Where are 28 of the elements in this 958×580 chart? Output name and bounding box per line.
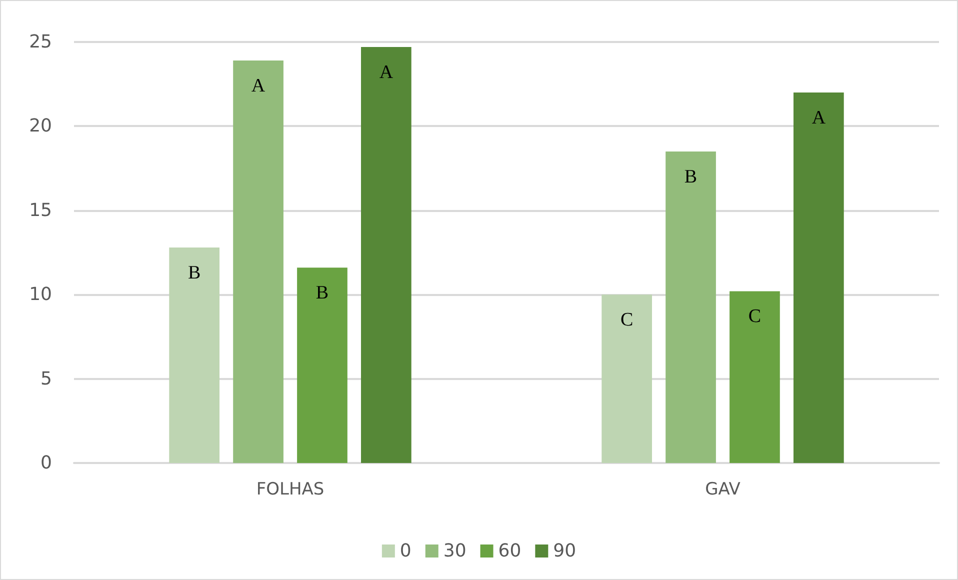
y-tick-label: 0 xyxy=(40,452,52,474)
legend-label: 30 xyxy=(443,540,466,562)
bar xyxy=(233,60,284,463)
data-label: A xyxy=(251,76,266,97)
legend-label: 60 xyxy=(498,540,522,562)
bar xyxy=(297,268,348,463)
y-tick-label: 20 xyxy=(29,116,52,137)
legend-label: 0 xyxy=(400,540,412,562)
bar xyxy=(730,291,780,463)
x-tick-label: FOLHAS xyxy=(256,480,324,500)
legend-label: 90 xyxy=(553,540,576,562)
data-label: C xyxy=(748,306,762,328)
y-tick-label: 5 xyxy=(40,368,52,390)
data-label: A xyxy=(812,108,826,129)
bar xyxy=(602,294,652,463)
bar xyxy=(666,151,716,463)
bar xyxy=(169,247,220,463)
data-label: C xyxy=(620,310,634,331)
y-tick-label: 25 xyxy=(29,32,52,52)
y-tick-label: 15 xyxy=(29,200,52,221)
data-label: B xyxy=(316,282,329,304)
data-label: B xyxy=(188,262,201,284)
bar xyxy=(360,47,412,463)
x-tick-label: GAV xyxy=(705,480,741,500)
data-label: A xyxy=(379,62,394,84)
y-tick-label: 10 xyxy=(29,284,52,306)
bar xyxy=(793,92,844,463)
data-label: B xyxy=(684,166,698,188)
